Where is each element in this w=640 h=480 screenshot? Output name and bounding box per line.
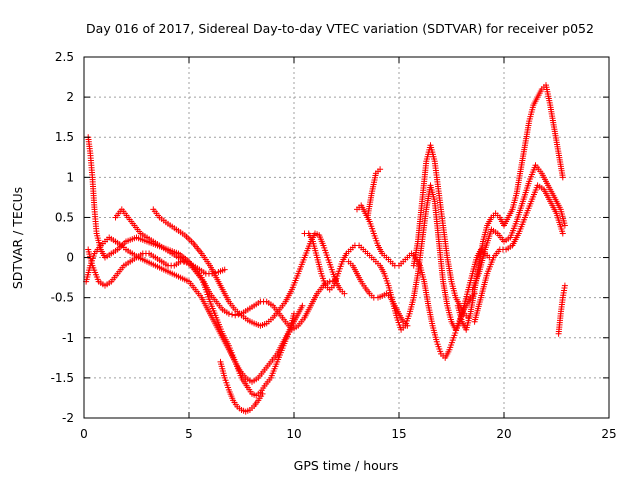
data-point	[341, 290, 348, 297]
grid-lines	[84, 57, 609, 418]
series-arc-g	[301, 182, 493, 333]
data-point	[235, 311, 242, 318]
data-point	[559, 230, 566, 237]
x-axis-label: GPS time / hours	[294, 458, 399, 473]
y-tick-label: 2.5	[55, 50, 74, 64]
data-point	[404, 322, 411, 329]
x-tick-labels: 0 5 10 15 20 25	[80, 427, 616, 441]
x-tick-label: 25	[601, 427, 616, 441]
plot-frame	[83, 56, 610, 419]
series-arc-i	[345, 258, 411, 329]
y-tick-labels: -2 -1.5 -1 -0.5 0 0.5 1 1.5 2 2.5	[51, 50, 74, 425]
x-tick-label: 15	[391, 427, 406, 441]
data-point	[212, 269, 219, 276]
y-tick-label: -0.5	[51, 291, 74, 305]
y-tick-label: 1.5	[55, 130, 74, 144]
x-tick-label: 5	[185, 427, 193, 441]
data-point	[225, 310, 232, 317]
x-tick-label: 10	[286, 427, 301, 441]
axis-ticks	[83, 56, 610, 419]
series-arc-b	[83, 234, 306, 385]
data-point	[232, 312, 239, 319]
y-tick-label: 1	[66, 170, 74, 184]
series-arc-m	[469, 162, 568, 293]
data-point	[221, 266, 228, 273]
series-arc-c	[150, 206, 348, 329]
x-tick-label: 0	[80, 427, 88, 441]
y-tick-label: -2	[62, 411, 74, 425]
data-point	[561, 222, 568, 229]
data-point	[229, 311, 236, 318]
data-point	[259, 390, 266, 397]
series-arc-j	[364, 166, 384, 221]
x-tick-label: 20	[496, 427, 511, 441]
series-arc-l	[454, 82, 566, 333]
y-tick-label: 2	[66, 90, 74, 104]
data-point	[299, 302, 306, 309]
data-point	[559, 174, 566, 181]
data-point	[209, 270, 216, 277]
series-arc-h	[354, 202, 478, 361]
y-tick-label: -1.5	[51, 371, 74, 385]
series-arc-o	[555, 282, 568, 337]
y-tick-label: -1	[62, 331, 74, 345]
series-arc-k	[410, 142, 472, 321]
series-arc-f	[217, 358, 266, 415]
data-point	[377, 166, 384, 173]
y-axis-label: SDTVAR / TECUs	[10, 187, 25, 289]
data-points	[83, 82, 568, 415]
chart-title: Day 016 of 2017, Sidereal Day-to-day VTE…	[86, 21, 594, 36]
y-tick-label: 0	[66, 251, 74, 265]
data-point	[561, 282, 568, 289]
data-point	[326, 278, 333, 285]
series-arc-n	[471, 182, 566, 325]
series-arc-e	[85, 246, 228, 289]
y-tick-label: 0.5	[55, 210, 74, 224]
